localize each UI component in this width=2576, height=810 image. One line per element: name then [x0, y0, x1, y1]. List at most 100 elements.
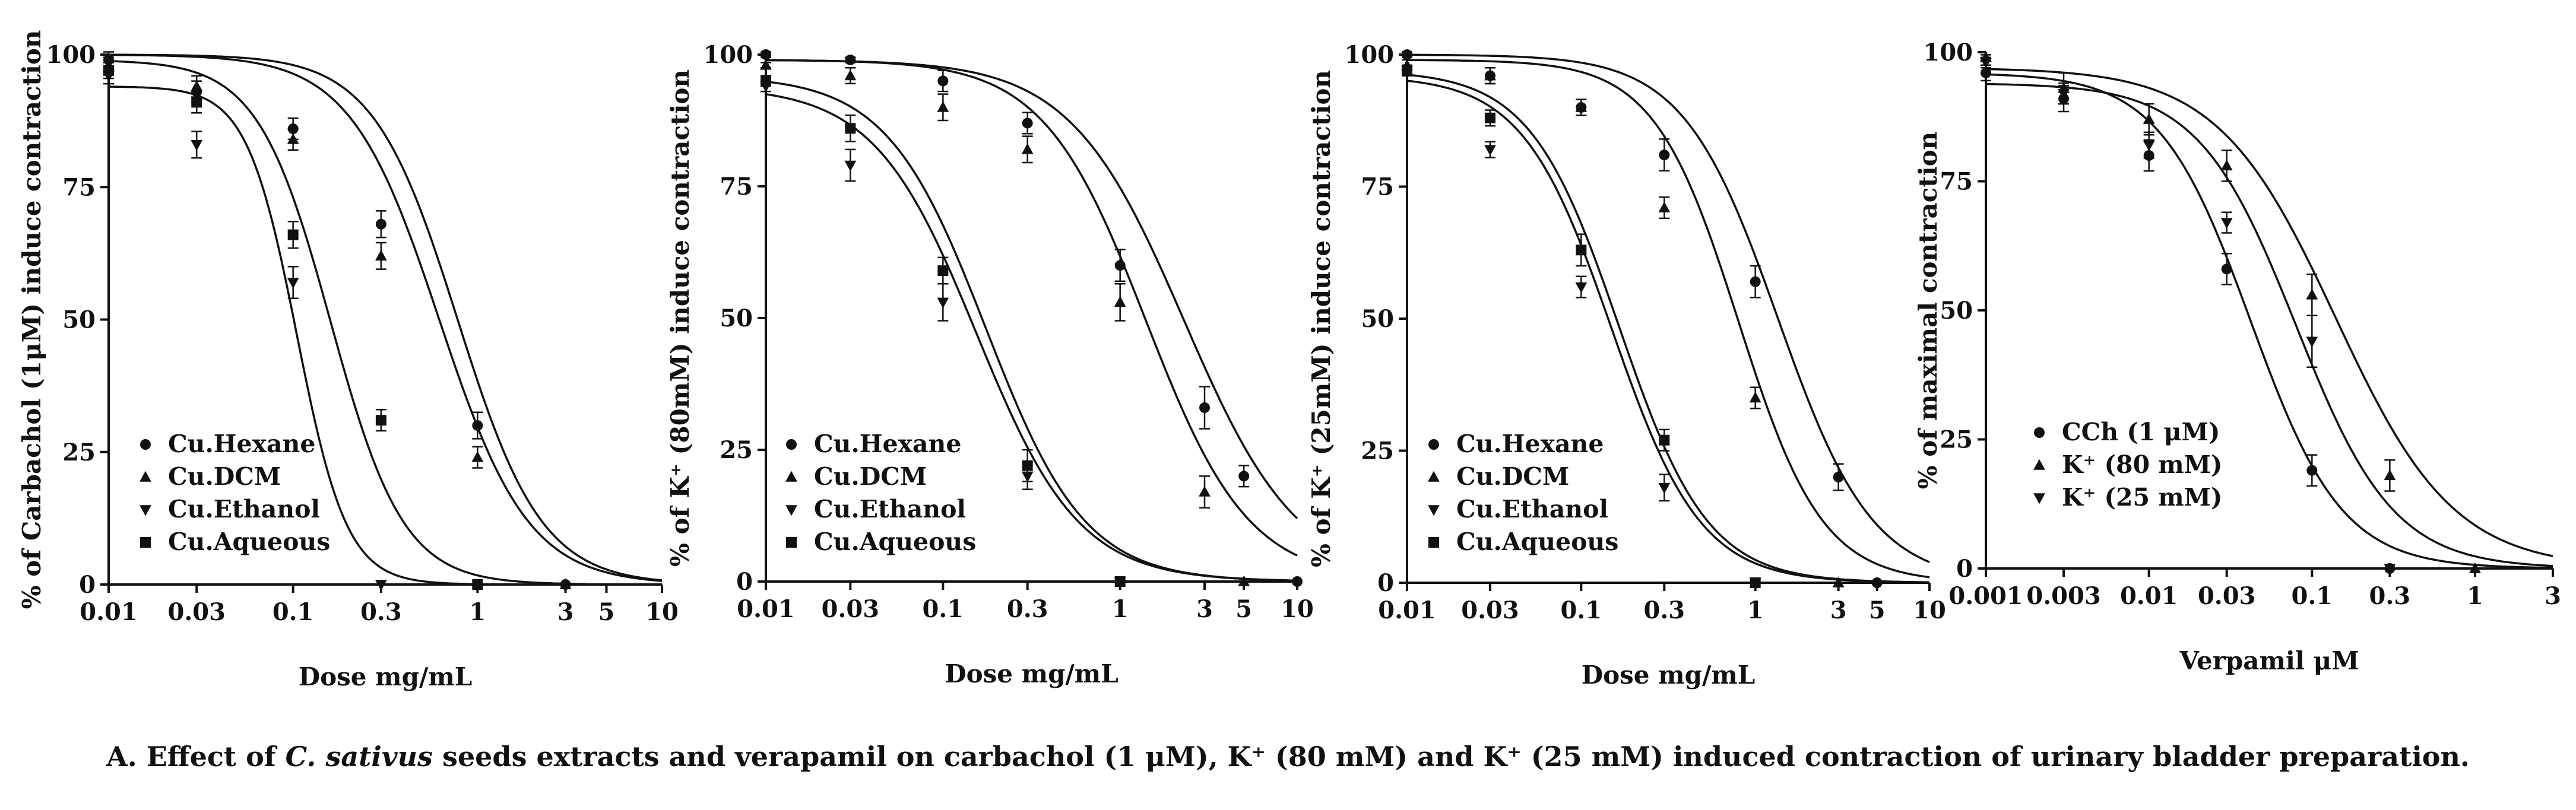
data-point	[1114, 296, 1126, 307]
y-tick-label: 50	[62, 306, 96, 334]
fit-curve	[108, 85, 473, 586]
data-point	[1750, 276, 1761, 287]
legend-label: K⁺ (25 mM)	[2062, 483, 2222, 512]
x-tick-label: 0.03	[2198, 582, 2255, 610]
y-tick-label: 0	[79, 571, 96, 599]
legend-marker	[140, 505, 151, 516]
x-tick-label: 0.01	[737, 595, 794, 623]
data-point	[191, 140, 203, 151]
y-tick-label: 25	[62, 439, 96, 466]
legend-label: K⁺ (80 mM)	[2062, 450, 2222, 479]
x-tick-label: 3	[1830, 596, 1847, 624]
data-point	[2469, 562, 2481, 573]
y-tick-label: 100	[704, 41, 753, 69]
data-point	[1238, 575, 1250, 586]
data-point	[1484, 69, 1496, 81]
x-tick-label: 0.3	[1007, 595, 1048, 623]
x-tick-label: 0.03	[1461, 596, 1519, 624]
x-tick-label: 0.1	[1561, 596, 1602, 624]
legend: Cu.Hexane Cu.DCM Cu.Ethanol Cu.Aqueous	[140, 430, 330, 556]
legend-label: Cu.DCM	[168, 462, 281, 491]
data-point	[375, 580, 387, 591]
data-point	[845, 123, 856, 134]
x-tick-label: 0.01	[1378, 596, 1436, 624]
x-tick-label: 0.3	[1643, 596, 1685, 624]
x-tick-label: 1	[1112, 595, 1129, 623]
y-tick-label: 75	[1361, 173, 1394, 201]
data-point	[2220, 218, 2233, 229]
data-point	[1484, 112, 1495, 123]
data-point	[472, 579, 483, 590]
data-point	[375, 415, 386, 426]
chart-panel-2: 0 25 50 75 100 0.01 0.03 0.1 0.3 1 3 5 10 Dose mg/mL%…	[666, 41, 1314, 688]
y-tick-label: 75	[1940, 168, 1973, 196]
data-point	[1199, 402, 1211, 413]
legend-label: Cu.Hexane	[814, 430, 961, 458]
data-point	[1749, 392, 1761, 403]
series-4	[103, 60, 588, 590]
data-point	[103, 65, 114, 76]
data-point	[1659, 150, 1670, 161]
x-axis-label: Dose mg/mL	[299, 662, 473, 691]
data-point	[937, 297, 949, 309]
data-point	[1238, 471, 1250, 482]
legend-marker	[785, 505, 797, 516]
caption-species: C. sativus	[285, 741, 433, 773]
legend-marker	[2034, 427, 2045, 438]
data-point	[1981, 67, 1991, 78]
data-point	[1659, 434, 1670, 446]
x-tick-label: 10	[1913, 596, 1946, 624]
x-tick-label: 5	[1235, 595, 1252, 623]
data-point	[844, 69, 857, 81]
data-point	[1199, 485, 1211, 497]
x-axis-label: Dose mg/mL	[945, 659, 1119, 688]
data-point	[2384, 564, 2396, 575]
x-tick-label: 0.01	[2120, 582, 2178, 610]
data-point	[1750, 577, 1761, 588]
data-point	[1292, 576, 1303, 587]
fit-curve	[108, 60, 588, 586]
data-point	[1833, 472, 1844, 482]
x-tick-label: 10	[645, 598, 679, 626]
data-point	[471, 451, 484, 462]
data-point	[1021, 143, 1034, 154]
x-tick-label: 0.003	[2026, 582, 2100, 610]
legend-label: CCh (1 μM)	[2062, 418, 2220, 446]
data-point	[1114, 576, 1126, 587]
x-tick-label: 3	[1196, 595, 1213, 623]
y-tick-label: 75	[62, 173, 96, 201]
data-point	[937, 75, 949, 87]
legend-marker	[1428, 505, 1440, 516]
data-point	[2384, 469, 2396, 481]
fit-curve	[108, 53, 663, 582]
legend-label: Cu.Aqueous	[814, 528, 976, 556]
data-point	[1484, 145, 1496, 156]
data-point	[1871, 577, 1883, 588]
legend-marker	[2033, 459, 2045, 470]
data-point	[845, 54, 856, 65]
series-4	[1402, 64, 1929, 588]
x-tick-label: 3	[2545, 582, 2561, 610]
x-tick-label: 0.1	[2292, 582, 2333, 610]
data-point	[937, 101, 949, 112]
data-point	[1022, 460, 1033, 471]
data-point	[1832, 576, 1845, 587]
data-point	[1980, 58, 1992, 69]
chart-panel-3: 0 25 50 75 100 0.01 0.03 0.1 0.3 1 3 5 10 Dose mg/mL%…	[1307, 41, 1946, 690]
legend-label: Cu.Ethanol	[1456, 495, 1608, 523]
y-tick-label: 100	[1345, 41, 1395, 69]
data-point	[1402, 65, 1412, 76]
data-point	[1576, 244, 1587, 256]
data-point	[287, 133, 299, 144]
data-point	[2220, 160, 2233, 171]
x-tick-label: 3	[557, 598, 574, 626]
y-axis-label: % of K⁺ (80mM) induce contraction	[666, 69, 695, 567]
legend-marker	[1428, 439, 1439, 450]
series-3	[103, 67, 473, 591]
x-tick-label: 0.001	[1948, 582, 2023, 610]
fit-curve	[1407, 59, 1930, 579]
x-tick-label: 1	[469, 598, 486, 626]
fit-curve	[1985, 82, 2553, 567]
